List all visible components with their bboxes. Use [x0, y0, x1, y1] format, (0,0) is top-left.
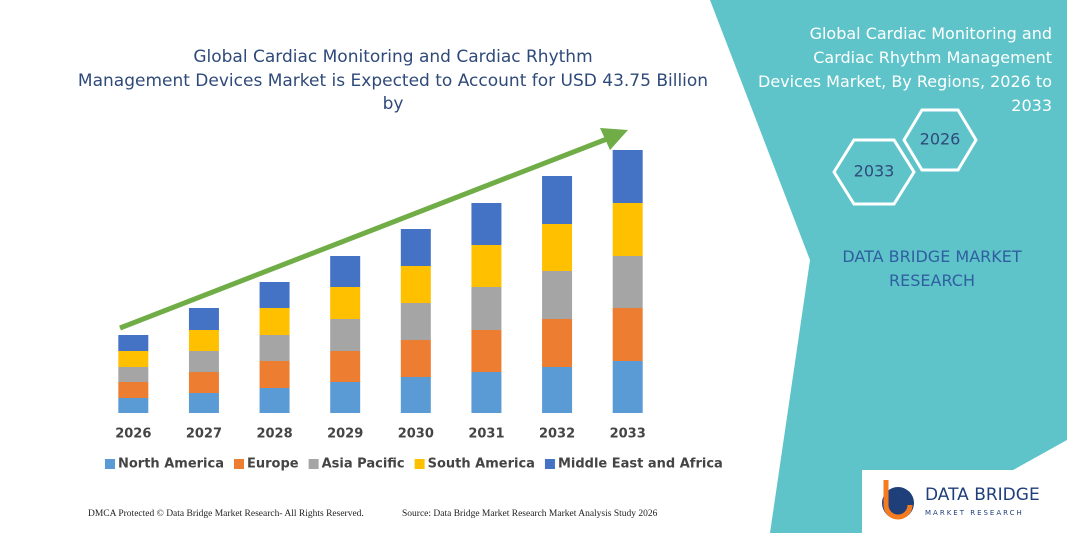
x-tick-label: 2032 — [539, 427, 575, 442]
bar-segment — [259, 388, 290, 413]
bar-segment — [612, 150, 643, 203]
panel-title: Global Cardiac Monitoring and Cardiac Rhy… — [758, 24, 1052, 115]
bar-segment — [542, 367, 573, 413]
bar-segment — [118, 351, 149, 367]
trend-arrow — [119, 134, 613, 331]
x-tick-label: 2026 — [115, 427, 151, 442]
x-tick-label: 2031 — [468, 427, 504, 442]
footer-right: Source: Data Bridge Market Research Mark… — [402, 509, 658, 519]
bar-segment — [118, 382, 149, 398]
bar-segment — [330, 256, 361, 287]
bar-segment — [330, 351, 361, 382]
bar-segment — [612, 203, 643, 256]
x-tick-label: 2027 — [186, 427, 222, 442]
bar-segment — [471, 203, 502, 245]
chart: 2026 2027 2028 2029 2030 2031 2032 2033 North Am… — [105, 150, 723, 472]
bar-segment — [330, 319, 361, 351]
bar-segment — [259, 361, 290, 388]
bar-segment — [542, 319, 573, 367]
bar-segment — [612, 256, 643, 308]
bar-segment — [188, 308, 219, 330]
trend-arrowhead — [600, 128, 628, 150]
bar-segment — [118, 398, 149, 413]
legend-swatch — [414, 459, 425, 469]
legend-label: Asia Pacific — [322, 457, 405, 472]
bar-segment — [612, 308, 643, 361]
legend: North America Europe Asia Pacific South Ame… — [105, 457, 723, 472]
bar-segment — [400, 229, 431, 266]
bar-segment — [259, 282, 290, 308]
footer-left: DMCA Protected © Data Bridge Market Rese… — [88, 508, 364, 519]
chart-title: Global Cardiac Monitoring and Cardiac Rh… — [78, 47, 708, 114]
bar-segment — [542, 224, 573, 271]
bar-segment — [400, 377, 431, 413]
legend-label: Middle East and Africa — [558, 457, 723, 472]
legend-swatch — [308, 459, 319, 469]
x-tick-label: 2028 — [256, 427, 292, 442]
bar-segment — [612, 361, 643, 413]
side-panel — [710, 0, 1067, 533]
hexagon-label: 2033 — [854, 162, 895, 181]
logo-icon — [883, 480, 913, 520]
logo-sub: MARKET RESEARCH — [925, 509, 1024, 517]
legend-swatch — [105, 459, 115, 469]
hexagon-label: 2026 — [920, 130, 961, 149]
bar-segment — [118, 335, 149, 351]
bar-segment — [188, 330, 219, 351]
bar-segment — [400, 303, 431, 340]
bar-segment — [330, 287, 361, 319]
legend-label: South America — [428, 457, 535, 472]
bar-segment — [330, 382, 361, 413]
bar-segment — [259, 335, 290, 361]
x-tick-label: 2030 — [398, 427, 434, 442]
legend-label: Europe — [247, 457, 299, 472]
bar-segment — [188, 372, 219, 393]
bar-segment — [400, 266, 431, 303]
bar-segment — [118, 367, 149, 382]
bar-segment — [542, 176, 573, 224]
bar-segment — [471, 330, 502, 372]
bar-segment — [259, 308, 290, 335]
hexagon — [832, 138, 916, 206]
legend-label: North America — [118, 457, 224, 472]
logo-name: DATA BRIDGE — [925, 485, 1040, 505]
bar-segment — [188, 351, 219, 372]
bar-segment — [471, 372, 502, 413]
brand-text: DATA BRIDGE MARKET RESEARCH — [842, 247, 1022, 290]
bar-segment — [542, 271, 573, 319]
bar-segment — [471, 287, 502, 330]
bar-segment — [471, 245, 502, 287]
legend-swatch — [234, 459, 244, 469]
bar-segment — [188, 393, 219, 413]
x-tick-label: 2033 — [610, 427, 646, 442]
bar-segment — [400, 340, 431, 377]
x-tick-label: 2029 — [327, 427, 363, 442]
hexagon — [902, 108, 978, 172]
legend-swatch — [544, 459, 555, 469]
